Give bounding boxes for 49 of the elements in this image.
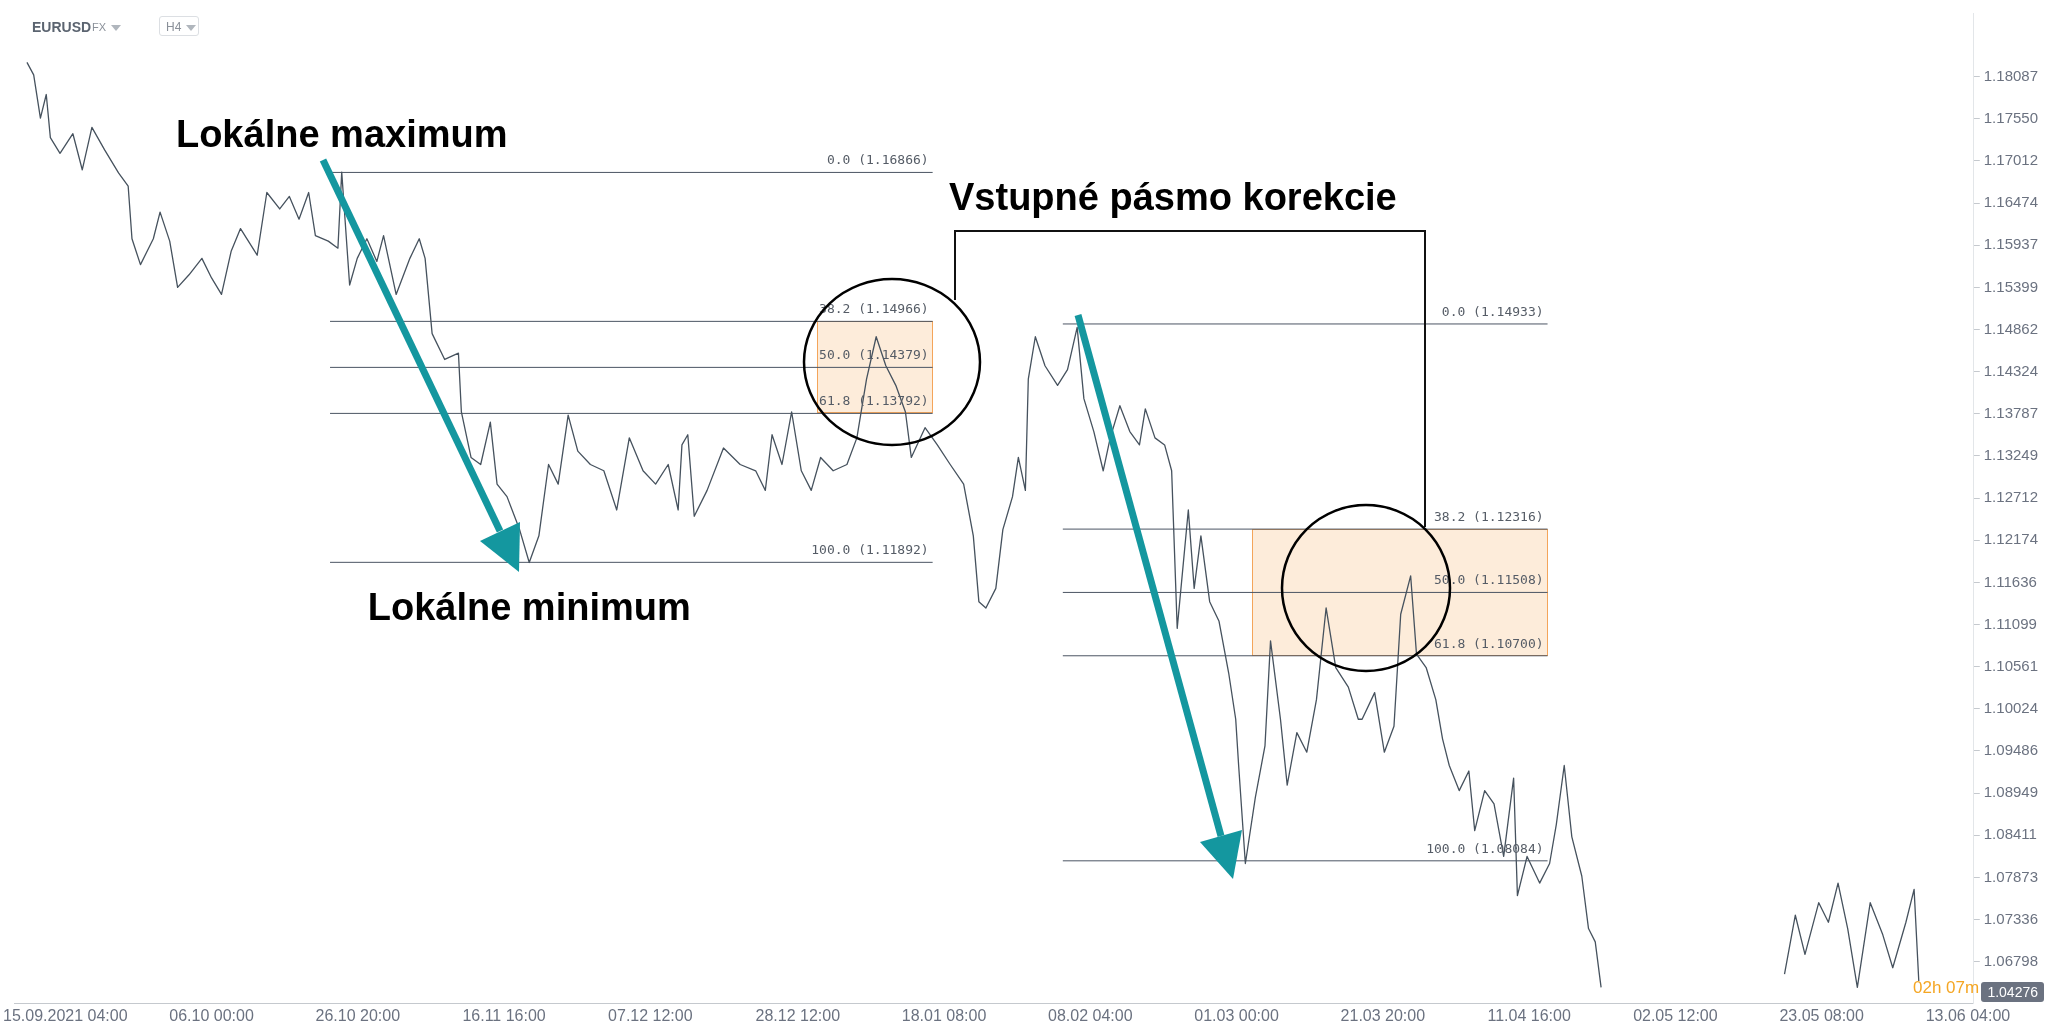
series-label: 0.0 (1.14933) <box>1441 303 1544 319</box>
y-tick-label: 1.10024 <box>1983 698 2039 716</box>
text: 1.04276 <box>1981 982 2044 1002</box>
y-tick-label: 1.11636 <box>1983 572 2037 590</box>
y-tick-label: 1.09486 <box>1983 741 2039 759</box>
x-tick-label: 01.03 00:00 <box>1194 1006 1279 1024</box>
x-tick-label: 21.03 20:00 <box>1340 1006 1426 1024</box>
annotation: H4 <box>159 16 199 36</box>
y-tick-label: 1.08949 <box>1983 783 2039 801</box>
x-tick-label: 15.09.2021 04:00 <box>3 1006 128 1024</box>
x-tick-label: 26.10 20:00 <box>315 1006 401 1024</box>
x-tick-label: 16.11 16:00 <box>462 1006 546 1024</box>
y-tick-label: 1.10561 <box>1983 656 2039 674</box>
x-tick-label: 06.10 00:00 <box>169 1006 254 1024</box>
y-tick-label: 1.16474 <box>1983 193 2039 211</box>
y-tick-label: 1.07336 <box>1983 909 2039 927</box>
annotation: Lokálne minimum <box>367 585 691 628</box>
text: EURUSD <box>32 19 92 35</box>
y-tick-label: 1.15937 <box>1983 235 2039 253</box>
x-tick-label: 28.12 12:00 <box>755 1006 841 1024</box>
x-tick-label: 13.06 04:00 <box>1925 1006 2011 1024</box>
x-tick-label: 11.04 16:00 <box>1487 1006 1571 1024</box>
y-tick-label: 1.08411 <box>1983 825 2037 843</box>
y-tick-label: 1.12712 <box>1983 488 2039 506</box>
y-tick-label: 1.17012 <box>1983 151 2039 169</box>
y-tick-label: 1.13787 <box>1983 403 2039 421</box>
series-label: 0.0 (1.16866) <box>826 152 929 168</box>
y-tick-label: 1.14862 <box>1983 319 2039 337</box>
x-tick-label: 23.05 08:00 <box>1779 1006 1865 1024</box>
y-tick-label: 1.11099 <box>1983 614 2037 632</box>
y-tick-label: 1.14324 <box>1983 361 2039 379</box>
y-tick-label: 1.06798 <box>1983 951 2039 969</box>
series-label: 100.0 (1.11892) <box>811 542 929 558</box>
y-tick-label: 1.17550 <box>1983 108 2039 126</box>
annotation: Lokálne maximum <box>175 112 508 155</box>
x-tick-label: 18.01 08:00 <box>901 1006 987 1024</box>
y-tick-label: 1.13249 <box>1983 446 2039 464</box>
y-tick-label: 1.18087 <box>1983 66 2039 84</box>
y-tick-label: 1.12174 <box>1983 530 2039 548</box>
annotation: Vstupné pásmo korekcie <box>949 176 1397 219</box>
y-tick-label: 1.15399 <box>1983 277 2039 295</box>
x-tick-label: 07.12 12:00 <box>608 1006 693 1024</box>
text: FX <box>92 21 107 33</box>
y-tick-label: 1.07873 <box>1983 867 2039 885</box>
annotation: 02h 07m <box>1913 978 1980 998</box>
x-tick-label: 08.02 04:00 <box>1048 1006 1133 1024</box>
series-label: 61.8 (1.10700) <box>1433 635 1544 651</box>
x-tick-label: 02.05 12:00 <box>1633 1006 1718 1024</box>
series-label: 38.2 (1.12316) <box>1433 508 1544 524</box>
